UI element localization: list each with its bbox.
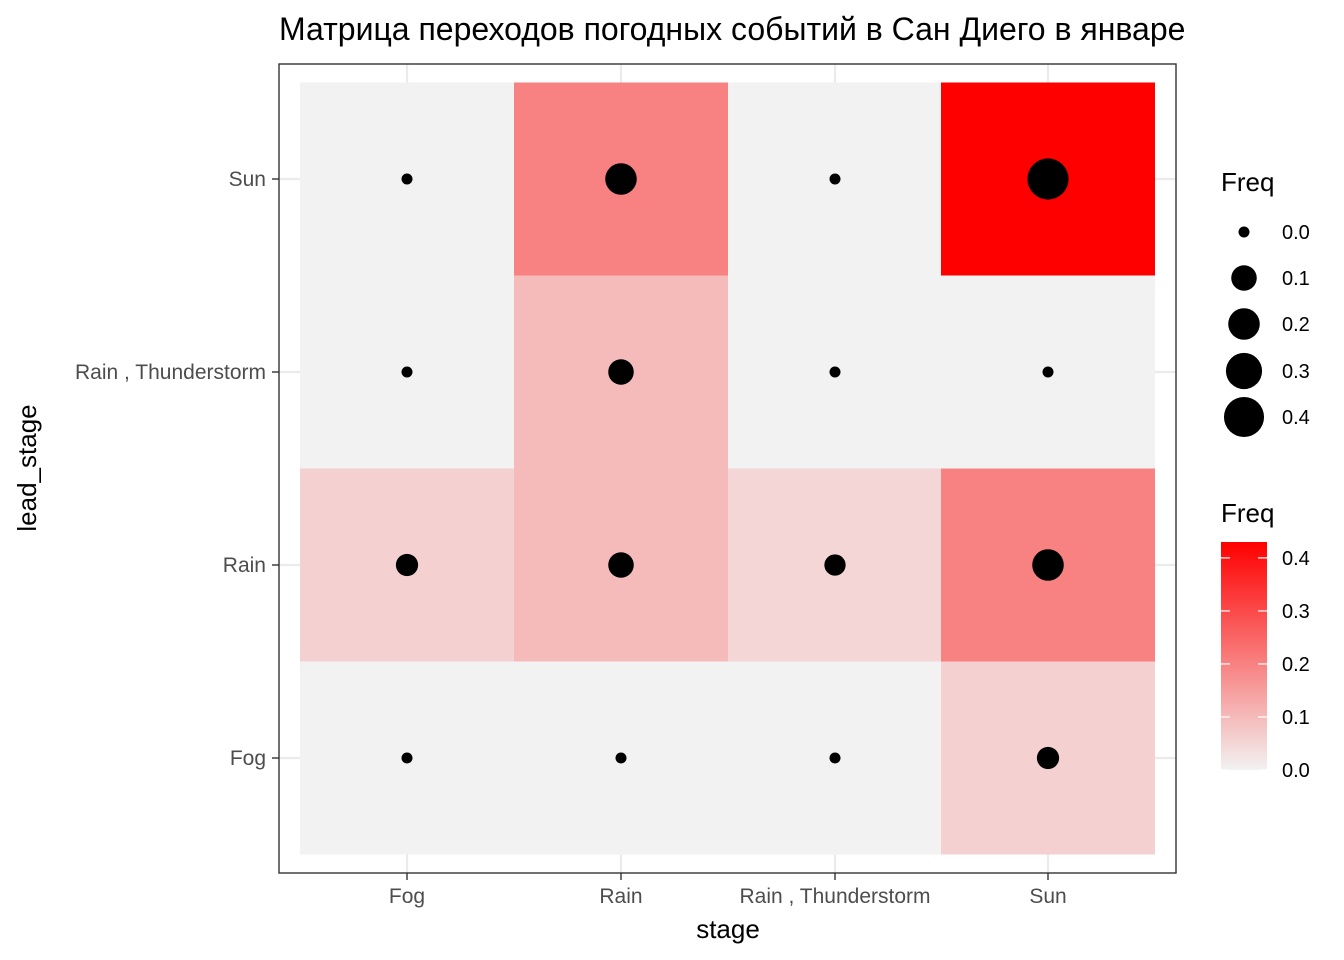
size-legend-label: 0.2 bbox=[1282, 314, 1310, 336]
x-tick-label: Rain bbox=[599, 885, 642, 908]
freq-dot-fog-to-rain-thunderstorm bbox=[401, 366, 413, 378]
size-legend-label: 0.3 bbox=[1282, 361, 1310, 383]
y-tick-label: Rain , Thunderstorm bbox=[75, 361, 266, 384]
y-tick-label: Rain bbox=[223, 554, 266, 577]
size-legend-label: 0.4 bbox=[1282, 407, 1310, 429]
y-axis: Fog Rain Rain , Thunderstorm Sun bbox=[75, 168, 279, 770]
freq-dot-rain-to-sun bbox=[605, 163, 637, 195]
size-legend: Freq 0.0 0.1 0.2 0.3 0.4 bbox=[1221, 167, 1310, 438]
fill-legend-title: Freq bbox=[1221, 498, 1274, 528]
x-axis: Fog Rain Rain , Thunderstorm Sun bbox=[389, 873, 1067, 908]
size-legend-key bbox=[1238, 226, 1250, 238]
freq-dot-rain-to-rain bbox=[608, 552, 634, 578]
y-tick-label: Sun bbox=[229, 168, 266, 191]
size-legend-key bbox=[1228, 308, 1260, 340]
freq-dot-sun-to-sun bbox=[1027, 158, 1069, 200]
fill-legend-colorbar bbox=[1221, 542, 1267, 770]
size-legend-label: 0.1 bbox=[1282, 268, 1310, 290]
freq-dot-rain-to-rain-thunderstorm bbox=[608, 359, 634, 385]
freq-dot-fog-to-rain bbox=[395, 553, 419, 577]
y-axis-title: lead_stage bbox=[12, 404, 42, 531]
freq-dot-fog-to-fog bbox=[401, 752, 413, 764]
freq-dot-rain-thunderstorm-to-rain-thunderstorm bbox=[829, 366, 841, 378]
x-tick-label: Fog bbox=[389, 885, 425, 908]
y-tick-label: Fog bbox=[230, 747, 266, 770]
size-legend-key bbox=[1225, 352, 1263, 390]
freq-dot-rain-thunderstorm-to-sun bbox=[829, 173, 841, 185]
fill-legend: Freq 0.0 0.1 0.2 0.3 0.4 bbox=[1221, 498, 1310, 782]
freq-dot-sun-to-fog bbox=[1036, 746, 1060, 770]
freq-dot-rain-to-fog bbox=[615, 752, 627, 764]
freq-dot-fog-to-sun bbox=[401, 173, 413, 185]
x-axis-title: stage bbox=[696, 914, 760, 944]
panel-border bbox=[278, 63, 1177, 874]
freq-dots bbox=[395, 158, 1069, 770]
fill-legend-label: 0.2 bbox=[1282, 654, 1310, 676]
heatmap-cells bbox=[300, 82, 1155, 855]
freq-dot-rain-thunderstorm-to-fog bbox=[829, 752, 841, 764]
x-tick-label: Rain , Thunderstorm bbox=[739, 885, 930, 908]
fill-legend-label: 0.0 bbox=[1282, 760, 1310, 782]
fill-legend-label: 0.3 bbox=[1282, 601, 1310, 623]
size-legend-label: 0.0 bbox=[1282, 222, 1310, 244]
fill-legend-label: 0.1 bbox=[1282, 707, 1310, 729]
size-legend-title: Freq bbox=[1221, 167, 1274, 197]
size-legend-key bbox=[1223, 396, 1265, 438]
x-tick-label: Sun bbox=[1029, 885, 1066, 908]
size-legend-key bbox=[1231, 265, 1257, 291]
freq-dot-sun-to-rain bbox=[1032, 549, 1064, 581]
fill-legend-label: 0.4 bbox=[1282, 548, 1310, 570]
freq-dot-rain-thunderstorm-to-rain bbox=[824, 554, 846, 576]
chart-title: Матрица переходов погодных событий в Сан… bbox=[279, 11, 1185, 47]
freq-dot-sun-to-rain-thunderstorm bbox=[1042, 366, 1054, 378]
